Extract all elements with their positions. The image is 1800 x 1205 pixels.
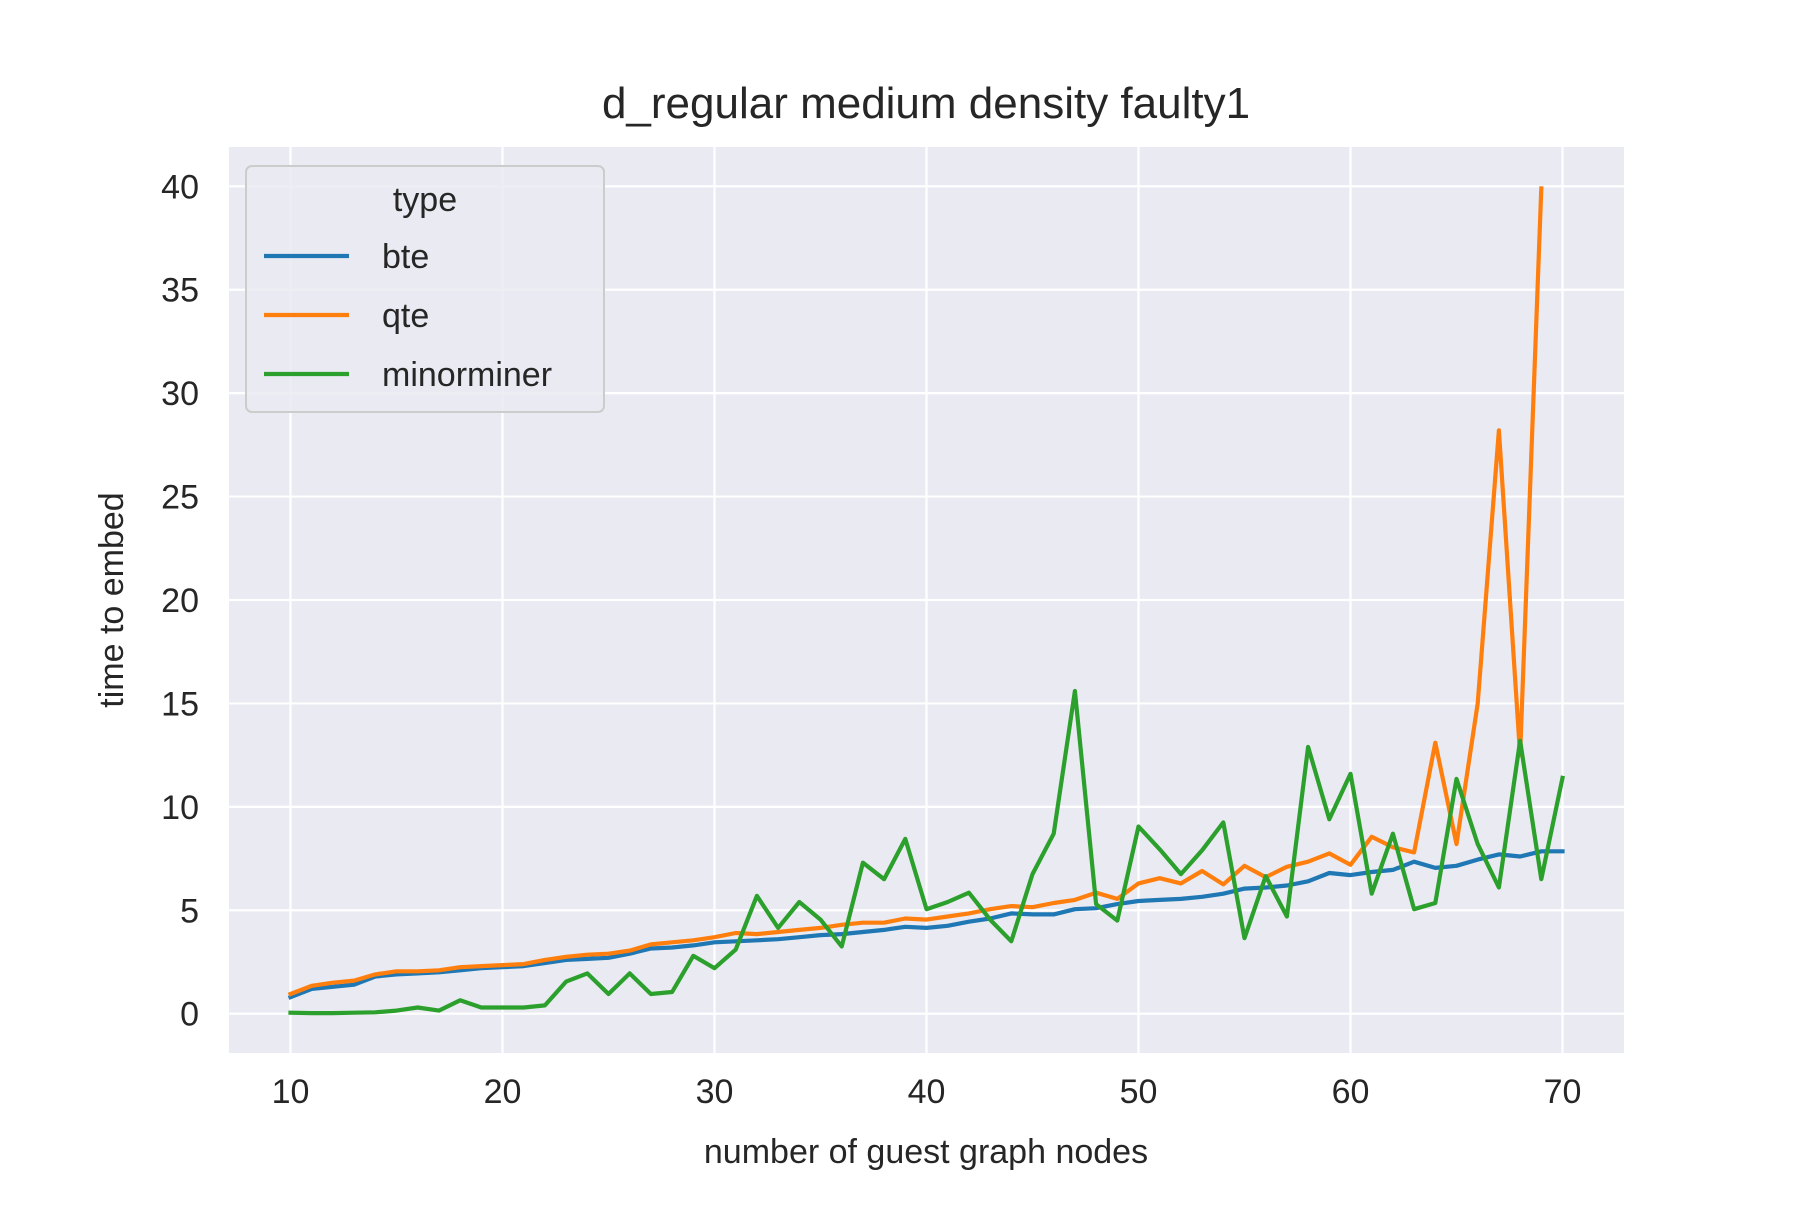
y-tick-label: 35 xyxy=(161,272,199,310)
x-tick-label: 20 xyxy=(484,1073,522,1111)
y-tick-label: 0 xyxy=(180,996,199,1034)
y-tick-label: 40 xyxy=(161,168,199,206)
legend-label-bte: bte xyxy=(382,238,429,276)
y-tick-label: 30 xyxy=(161,375,199,413)
y-tick-label: 10 xyxy=(161,789,199,827)
x-tick-label: 40 xyxy=(908,1073,946,1111)
y-tick-label: 5 xyxy=(180,892,199,930)
x-tick-label: 50 xyxy=(1120,1073,1158,1111)
legend: type bte qte minorminer xyxy=(245,165,605,413)
series-line-minorminer xyxy=(288,688,1565,1016)
x-tick-label: 10 xyxy=(272,1073,310,1111)
chart-title: d_regular medium density faulty1 xyxy=(602,79,1250,128)
y-tick-label: 15 xyxy=(161,685,199,723)
legend-label-qte: qte xyxy=(382,297,429,335)
y-axis-label: time to embed xyxy=(93,492,131,707)
legend-items: bte qte minorminer xyxy=(264,238,552,394)
x-tick-label: 60 xyxy=(1332,1073,1370,1111)
y-tick-label: 25 xyxy=(161,479,199,517)
legend-box xyxy=(245,165,605,413)
legend-label-minorminer: minorminer xyxy=(382,356,552,394)
series-lines xyxy=(287,186,1565,1016)
legend-title: type xyxy=(393,181,457,219)
x-tick-label: 30 xyxy=(696,1073,734,1111)
x-axis-label: number of guest graph nodes xyxy=(704,1133,1148,1171)
series-line-qte xyxy=(287,186,1544,997)
x-tick-label: 70 xyxy=(1544,1073,1582,1111)
grid xyxy=(229,147,1624,1053)
y-tick-label: 20 xyxy=(161,582,199,620)
tick-labels: 10 20 30 40 50 60 70 0 5 10 15 20 25 30 35 40 xyxy=(161,168,1581,1111)
